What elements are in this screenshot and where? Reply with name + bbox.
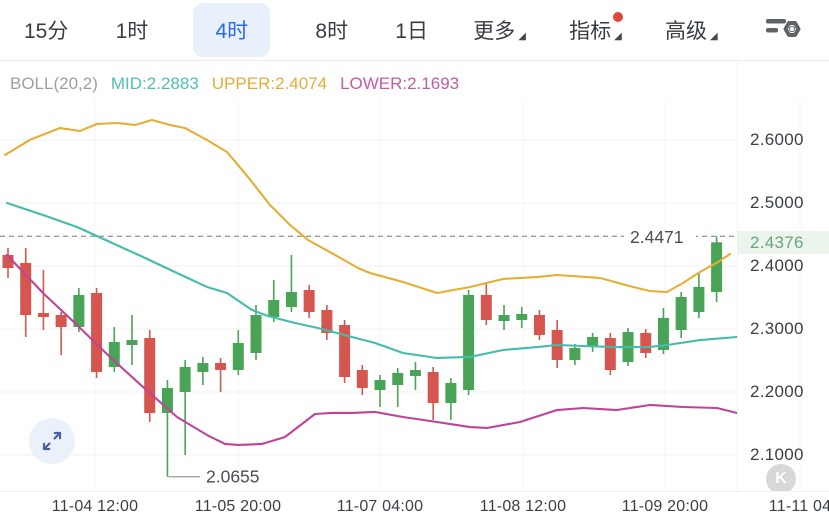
time-axis: 11-04 12:00 11-05 20:00 11-07 04:00 11-08 1… (0, 491, 829, 522)
indicator-settings-button[interactable] (761, 12, 803, 48)
high-label-backing (624, 224, 696, 249)
menu-more[interactable]: 更多 ◢ (473, 15, 526, 45)
price-tick-label: 2.2000 (750, 382, 804, 401)
boll-lower-band (5, 253, 739, 447)
axis-divider (737, 61, 738, 491)
boll-upper-band (3, 118, 732, 295)
price-tick-label: 2.4000 (750, 256, 804, 275)
tab-1h[interactable]: 1时 (115, 20, 149, 43)
low-price-label: 2.0655 (206, 467, 260, 487)
chevron-down-icon: ◢ (518, 31, 526, 42)
chevron-down-icon: ◢ (614, 31, 622, 42)
menu-advanced-label: 高级 (665, 20, 708, 43)
current-price-tag: 2.4376 (737, 231, 829, 255)
boll-name-label: BOLL(20,2) (10, 74, 98, 93)
price-tick-label: 2.6000 (750, 130, 804, 149)
time-tick-label: 11-05 20:00 (194, 498, 282, 515)
boll-lower-label: LOWER:2.1693 (340, 74, 460, 93)
tab-15min[interactable]: 15分 (24, 20, 69, 43)
price-tick-label: 2.1000 (750, 445, 804, 464)
notification-dot (612, 12, 623, 22)
high-price-label: 2.4471 (630, 227, 684, 247)
time-tick-label: 11-04 12:00 (51, 498, 139, 515)
boll-mid-label: MID:2.2883 (110, 74, 199, 93)
indicator-settings-icon (765, 19, 801, 37)
price-tick-label: 2.3000 (750, 319, 804, 338)
boll-indicator-row: BOLL(20,2) MID:2.2883 UPPER:2.4074 LOWER… (10, 74, 459, 94)
expand-chart-button[interactable] (29, 418, 75, 464)
tab-4h[interactable]: 4时 (193, 3, 271, 57)
time-tick-label: 11-09 20:00 (621, 498, 709, 515)
boll-upper-label: UPPER:2.4074 (211, 74, 328, 93)
chevron-down-icon: ◢ (710, 31, 718, 42)
menu-indicators-label: 指标 (569, 20, 612, 43)
price-tick-label: 2.5000 (750, 193, 804, 212)
price-axis: 2.4376 2.6000 2.5000 2.4000 2.3000 2.2000 2.1… (737, 0, 829, 491)
time-tick-label: 11-11 04 (768, 498, 829, 515)
expand-arrows-icon (42, 431, 62, 451)
menu-indicators[interactable]: 指标 ◢ (569, 12, 623, 45)
tab-8h[interactable]: 8时 (315, 20, 349, 43)
time-tick-label: 11-07 04:00 (336, 498, 424, 515)
menu-more-label: 更多 (473, 20, 516, 43)
chart-toolbar: 15分 1时 4时 8时 1日 更多 ◢ 指标 ◢ 高级 ◢ (0, 0, 829, 61)
tab-1d[interactable]: 1日 (395, 20, 428, 43)
time-tick-label: 11-08 12:00 (479, 498, 567, 515)
boll-mid-band (5, 201, 739, 360)
watermark-badge: K (766, 464, 796, 494)
gridlines (0, 100, 801, 490)
menu-advanced[interactable]: 高级 ◢ (665, 15, 718, 45)
candles (2, 236, 723, 477)
